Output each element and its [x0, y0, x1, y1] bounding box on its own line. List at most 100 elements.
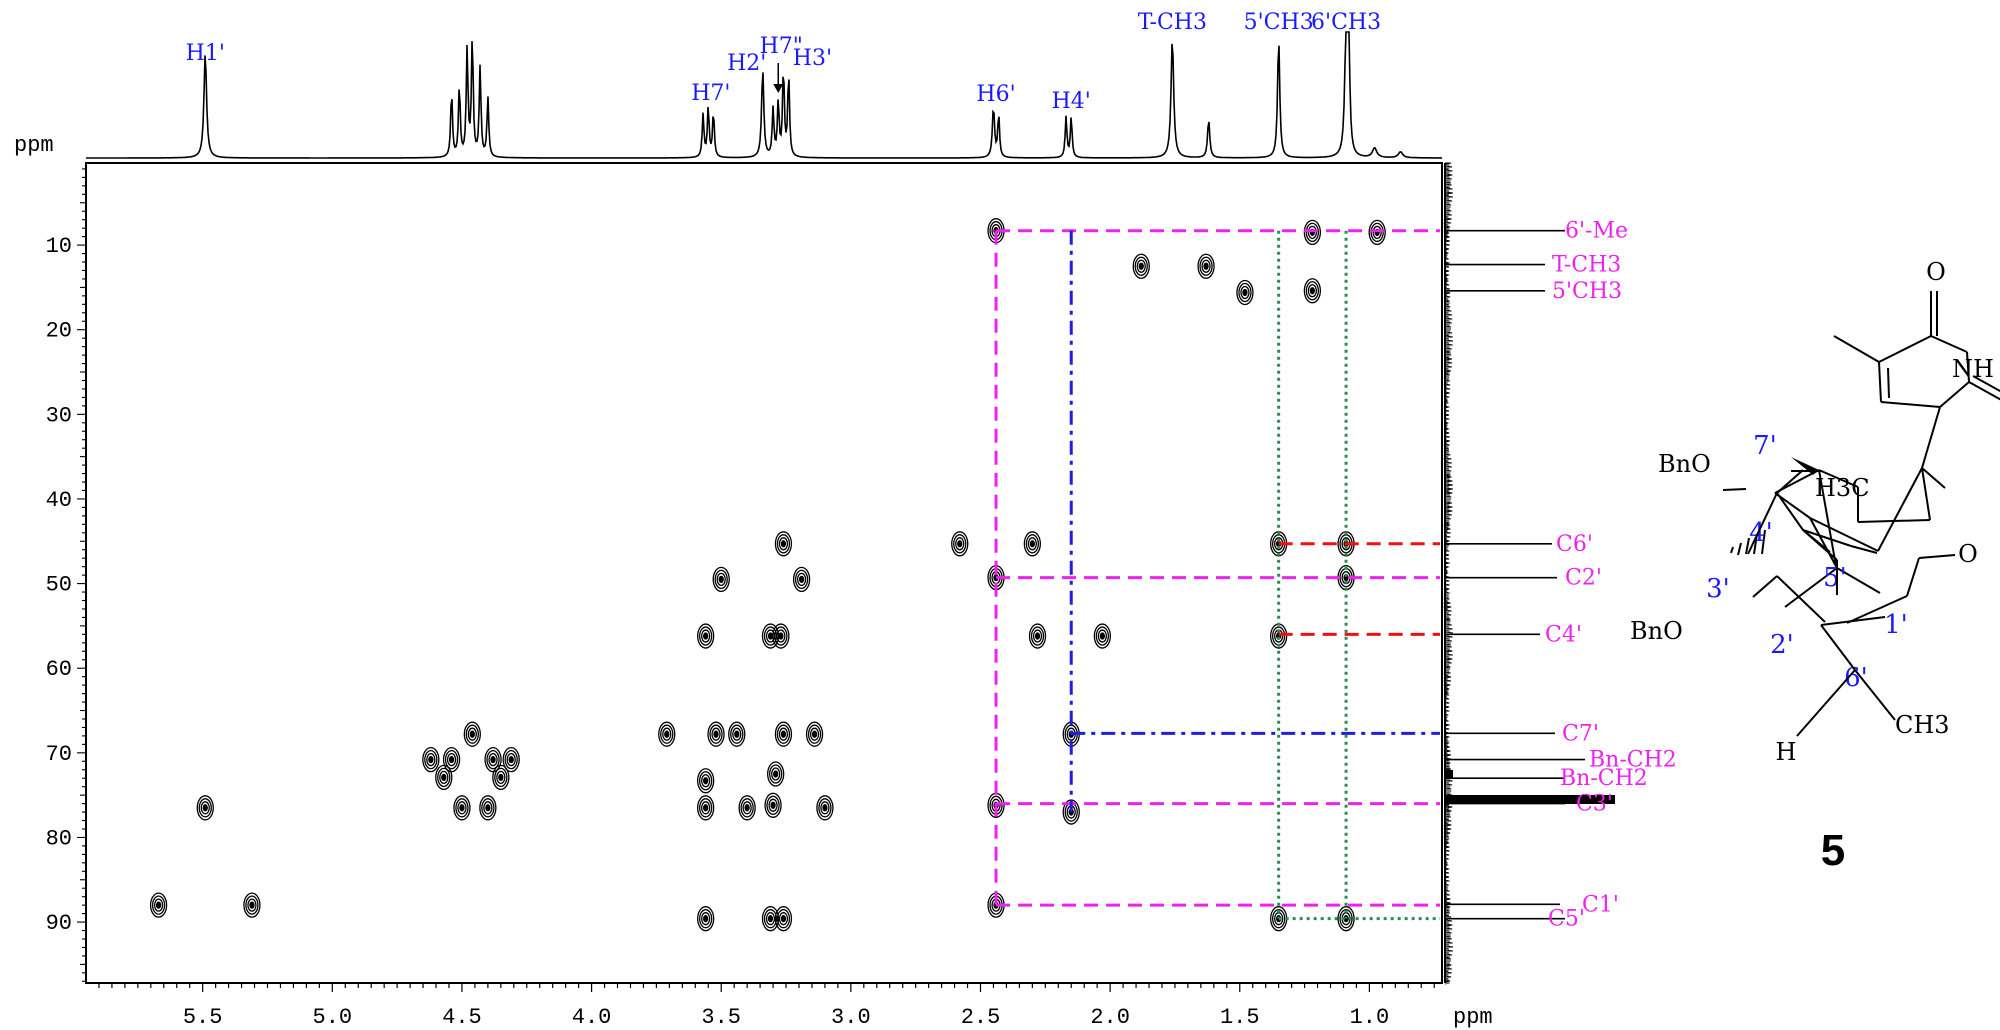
peak-contour [435, 764, 453, 791]
y-tick-label: 40 [46, 488, 72, 513]
x-tick-label: 1.0 [1350, 1005, 1390, 1030]
peak-contour [699, 798, 713, 818]
peak-contour [1028, 623, 1047, 649]
proton-peak-label: H7" [760, 34, 803, 59]
peak-contour [1132, 253, 1150, 279]
y-axis-label: ppm [14, 133, 54, 158]
peak-contour [699, 626, 713, 646]
peak-contour [198, 798, 212, 818]
cross-peak [951, 531, 969, 557]
carbon-peak-labels: 6'-MeT-CH35'CH3C6'C2'C4'C7'Bn-CH2Bn-CH2C… [1445, 219, 1677, 932]
peak-contour [780, 540, 787, 548]
cross-peak [1236, 279, 1254, 306]
cross-peak [707, 721, 725, 747]
carbon-1d-spectrum [1443, 162, 1615, 985]
peak-contour [1305, 222, 1320, 243]
peak-contour [1307, 284, 1318, 298]
peak-contour [774, 626, 788, 646]
peak-contour [498, 773, 504, 782]
peak-contour [716, 572, 726, 586]
atom-h: H [1776, 738, 1797, 766]
cross-peak [774, 531, 793, 557]
peak-contour [1197, 253, 1215, 279]
peak-contour [703, 777, 709, 785]
proton-peak-label: 5'CH3 [1244, 10, 1314, 35]
peak-contour [441, 773, 447, 782]
peak-contour [1368, 219, 1386, 246]
peak-contour [1372, 225, 1382, 240]
cross-peak [502, 746, 520, 773]
peak-contour [955, 537, 965, 551]
cross-peaks [149, 218, 1386, 932]
proton-peak-label: H6' [976, 82, 1015, 107]
peak-contour [778, 912, 789, 926]
peak-contour [486, 749, 500, 770]
peak-contour [699, 909, 713, 929]
peak-contour [703, 915, 709, 923]
peak-contour [766, 795, 780, 815]
peak-contour [422, 746, 440, 773]
peak-contour [151, 895, 166, 915]
peak-contour [701, 774, 711, 788]
x-tick-label: 2.0 [1090, 1005, 1130, 1030]
peak-contour [1032, 629, 1043, 643]
peak-contour [763, 909, 778, 929]
carbon-solvent-peak-strong [1445, 795, 1615, 804]
y-tick-label: 30 [46, 403, 72, 428]
cross-peak [243, 892, 261, 918]
cross-peak [774, 721, 793, 747]
proton-peak-label: H2' [727, 51, 766, 76]
peak-contour [1138, 262, 1144, 270]
cross-peak [697, 768, 715, 794]
peak-contour [712, 566, 730, 592]
peak-contour [200, 801, 210, 815]
peak-contour [664, 730, 670, 738]
atom-bno-bottom: BnO [1630, 617, 1683, 645]
peak-contour [738, 795, 756, 821]
peak-contour [1029, 540, 1035, 548]
proton-trace [86, 31, 1442, 159]
cross-peak [697, 795, 715, 821]
x-tick-label: 5.5 [183, 1005, 223, 1030]
proton-peak-label: 6'CH3 [1311, 10, 1381, 35]
cross-peak [492, 764, 510, 791]
peak-contour [772, 623, 790, 649]
peak-contour [1027, 537, 1037, 551]
cross-peak [1093, 623, 1112, 649]
cross-peak [697, 623, 715, 649]
atom-label-5: 5' [1823, 563, 1847, 593]
peak-contour [701, 801, 711, 815]
peak-contour [774, 721, 793, 747]
peak-contour [1095, 626, 1110, 646]
peak-contour [768, 798, 778, 812]
peak-contour [662, 727, 672, 741]
peak-contour [247, 898, 257, 912]
peak-contour [1097, 629, 1108, 643]
structure-cage-bonds [1747, 469, 1956, 737]
peak-contour [951, 531, 969, 557]
atom-bno-top: BnO [1658, 450, 1711, 478]
peak-contour [459, 804, 465, 812]
carbon-peak-label: C3' [1576, 792, 1613, 817]
structure-bonds [1722, 291, 2000, 608]
peak-contour [1062, 799, 1080, 825]
peak-contour [765, 912, 776, 926]
peak-contour [701, 912, 711, 926]
peak-contour [484, 746, 502, 773]
peak-contour [728, 721, 746, 747]
peak-contour [697, 768, 715, 794]
x-tick-label: 1.5 [1220, 1005, 1260, 1030]
peak-contour [796, 572, 807, 586]
peak-contour [1201, 259, 1211, 273]
peak-contour [1370, 222, 1384, 243]
peak-contour [701, 629, 711, 643]
peak-contour [1307, 225, 1318, 240]
peak-contour [488, 752, 498, 767]
proton-peak-label: H4' [1052, 89, 1091, 114]
carbon-solvent-peak [1445, 770, 1453, 778]
peak-contour [202, 804, 208, 812]
peak-contour [1303, 278, 1322, 304]
carbon-peak-label: C4' [1545, 622, 1582, 647]
cross-peak [422, 746, 440, 773]
cross-peak [767, 761, 785, 787]
